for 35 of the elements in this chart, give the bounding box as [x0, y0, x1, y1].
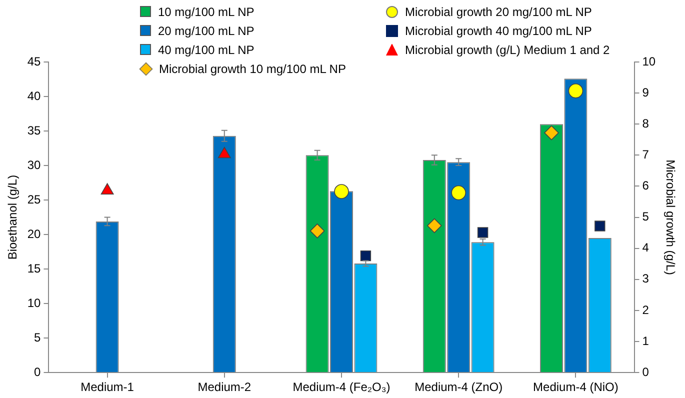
y-tick-label: 15: [27, 261, 42, 276]
y2-tick-label: 0: [642, 364, 650, 379]
y2-tick-label: 4: [642, 240, 650, 255]
y-tick-label: 10: [27, 296, 42, 310]
y2-tick-label: 10: [642, 54, 656, 68]
legend-label: Microbial growth 40 mg/100 mL NP: [404, 24, 592, 38]
y2-axis-title: Microbial growth (g/L): [663, 160, 678, 275]
x-tick-label: Medium-4 (Fe₂O₃): [292, 380, 390, 394]
x-tick-label: Medium-1: [80, 380, 134, 394]
y2-tick-label: 6: [642, 178, 650, 193]
y2-tick-label: 8: [642, 116, 650, 130]
y2-tick-label: 9: [642, 85, 650, 100]
x-tick-label: Medium-2: [198, 380, 252, 394]
y-tick-label: 30: [27, 158, 42, 172]
y-tick-label: 45: [27, 54, 42, 68]
x-tick-label: Medium-4 (NiO): [533, 380, 618, 394]
y2-tick-label: 1: [642, 334, 650, 348]
y2-tick-label: 5: [642, 210, 650, 224]
y-tick-label: 20: [27, 226, 42, 241]
y2-tick-label: 2: [642, 302, 650, 317]
legend-label: Microbial growth 10 mg/100 mL NP: [159, 62, 346, 76]
y2-tick-label: 3: [642, 272, 650, 286]
y-axis-title: Bioethanol (g/L): [6, 174, 20, 260]
y2-tick-label: 7: [642, 147, 650, 162]
legend-label: Microbial growth (g/L) Medium 1 and 2: [404, 42, 610, 56]
x-tick-label: Medium-4 (ZnO): [414, 380, 503, 394]
legend-label: Microbial growth 20 mg/100 mL NP: [404, 4, 592, 18]
y-tick-label: 5: [34, 330, 42, 344]
y-tick-label: 0: [34, 364, 42, 379]
y-tick-label: 25: [27, 192, 42, 206]
y-tick-label: 40: [27, 88, 42, 103]
y-tick-label: 35: [27, 123, 42, 138]
legend-label: 10 mg/100 mL NP: [158, 4, 254, 18]
legend-label: 20 mg/100 mL NP: [158, 24, 254, 38]
legend-label: 40 mg/100 mL NP: [158, 42, 254, 56]
